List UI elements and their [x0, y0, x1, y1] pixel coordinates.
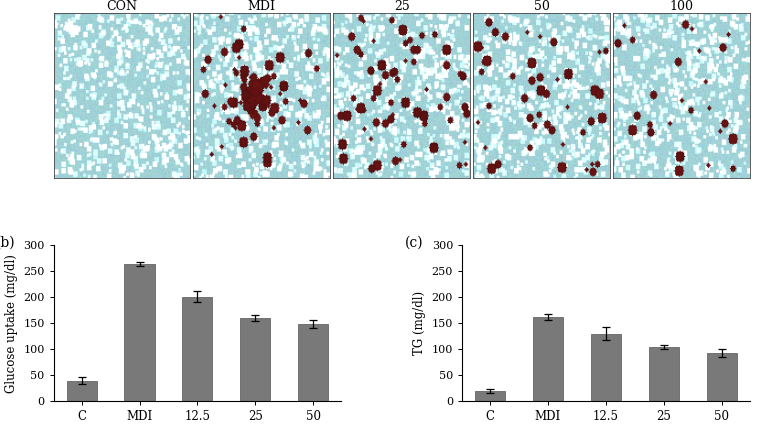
Bar — [649, 347, 679, 401]
Y-axis label: Glucose uptake (mg/dl): Glucose uptake (mg/dl) — [5, 254, 18, 392]
Y-axis label: TG (mg/dl): TG (mg/dl) — [413, 291, 426, 355]
Bar — [67, 380, 96, 401]
Bar — [533, 317, 563, 401]
Title: 100: 100 — [669, 0, 693, 13]
Bar — [475, 391, 505, 401]
Bar — [125, 264, 155, 401]
Title: MDI: MDI — [248, 0, 275, 13]
Bar — [591, 334, 621, 401]
Title: 25: 25 — [394, 0, 409, 13]
Text: (b): (b) — [0, 235, 15, 250]
Bar — [298, 324, 328, 401]
Text: (c): (c) — [405, 235, 423, 250]
Bar — [182, 297, 213, 401]
Title: CON: CON — [106, 0, 137, 13]
Bar — [240, 318, 270, 401]
Bar — [707, 353, 737, 401]
Title: 50: 50 — [534, 0, 549, 13]
